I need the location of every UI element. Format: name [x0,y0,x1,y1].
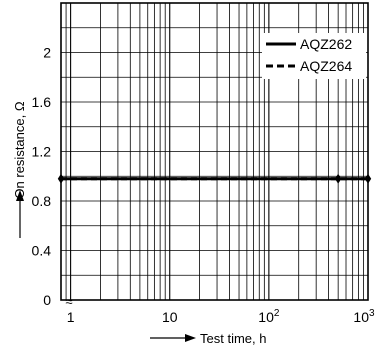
y-tick-label: 0 [43,292,51,308]
y-tick-label: 1.2 [32,144,52,160]
legend-label-aqz264: AQZ264 [300,58,352,74]
x-tick-label: 1 [67,309,75,325]
x-tick-label: 102 [258,308,280,325]
y-tick-label: 0.8 [32,193,52,209]
legend-box [262,33,366,79]
x-tick-exponent: 3 [369,308,375,319]
x-axis-title: Test time, h [150,331,266,346]
x-tick-label: 103 [353,308,375,325]
data-marker [334,173,342,184]
x-tick-label: 10 [162,309,178,325]
y-tick-label: 1.6 [32,94,52,110]
y-tick-label: 0.4 [32,243,52,259]
x-tick-exponent: 2 [274,308,280,319]
legend-label-aqz262: AQZ262 [300,36,352,52]
plot-frame [60,2,369,301]
x-axis-label: Test time, h [200,331,266,346]
y-axis-label: On resistance, Ω [12,101,27,198]
y-axis-arrow-head [16,190,24,201]
x-axis-arrow-head [185,334,196,342]
legend: AQZ262 AQZ264 [262,33,366,79]
y-axis-title: On resistance, Ω [12,101,27,238]
y-tick-label: 2 [43,45,51,61]
axis-break-mark: ≈ [65,294,72,309]
tick-labels: 0 0.4 0.8 1.2 1.6 2 1 10 102 103 ≈ [32,45,375,326]
